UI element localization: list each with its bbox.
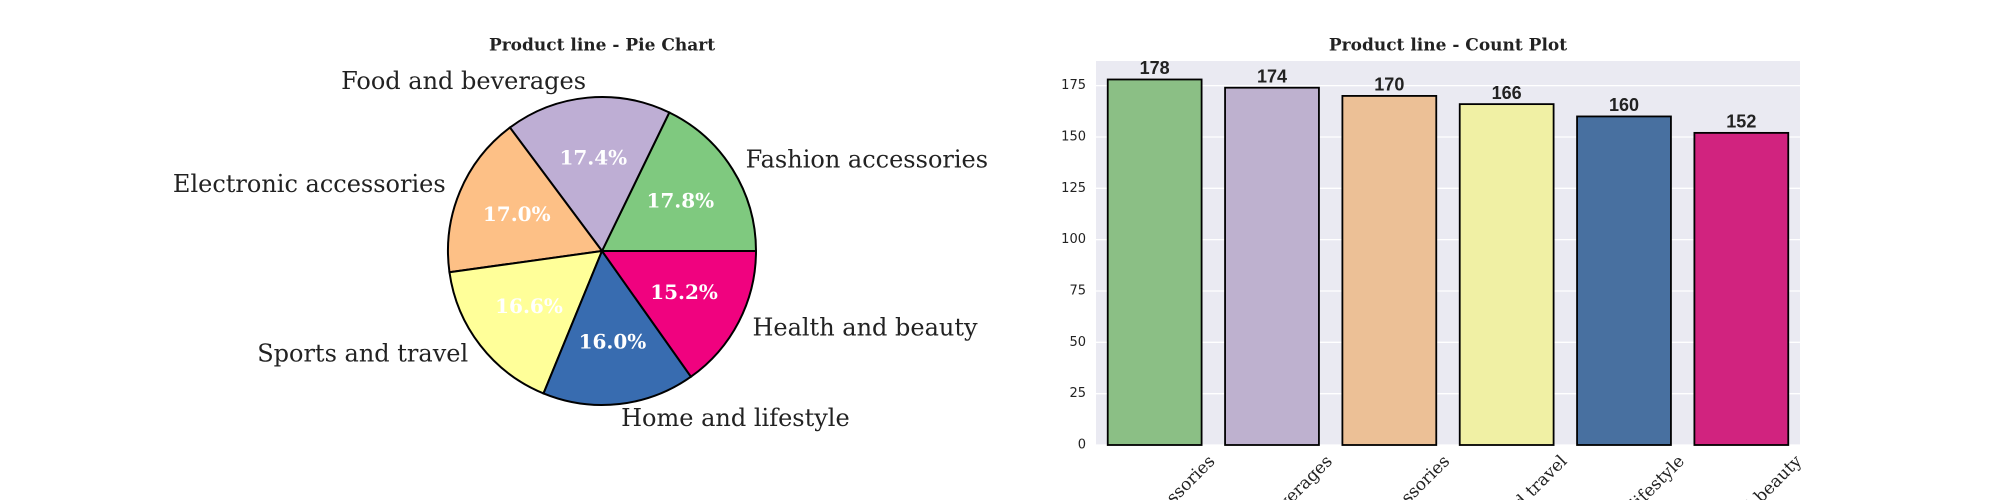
data-label: 174 (1257, 66, 1287, 86)
pie-value-label: 17.8% (646, 188, 714, 212)
pie-slice (448, 249, 604, 395)
pie-value-label: 16.0% (579, 329, 647, 353)
data-label: 178 (1140, 58, 1170, 78)
data-label: 166 (1492, 83, 1522, 103)
y-tick-label: 25 (1069, 386, 1086, 401)
y-tick-label: 0 (1078, 438, 1086, 453)
pie-slice (508, 96, 671, 253)
pie-slice (447, 126, 604, 274)
y-tick-label: 125 (1061, 181, 1086, 196)
bar (1458, 103, 1555, 446)
bar (1106, 78, 1203, 446)
pie-label: Fashion accessories (746, 146, 988, 174)
pie-label: Food and beverages (341, 67, 586, 95)
data-label: 170 (1374, 75, 1404, 95)
chart-title: Product line - Count Plot (1329, 36, 1567, 56)
bar (1576, 115, 1672, 446)
x-tick-label: Sports and travel (1452, 452, 1572, 500)
y-tick-label: 100 (1061, 232, 1086, 247)
data-label: 160 (1609, 95, 1639, 115)
pie-slice (600, 111, 758, 252)
bar (1341, 95, 1438, 446)
bar (1693, 131, 1790, 446)
bar (1224, 86, 1320, 446)
pie-label: Sports and travel (257, 339, 468, 367)
pie-value-label: 16.6% (495, 294, 563, 318)
plot-background (1096, 61, 1800, 445)
y-tick-label: 175 (1061, 78, 1086, 93)
y-tick-label: 75 (1069, 283, 1086, 298)
data-label: 152 (1726, 112, 1756, 132)
x-tick-label: Health and beauty (1679, 451, 1806, 500)
pie-value-label: 17.4% (559, 146, 627, 170)
pie-label: Home and lifestyle (621, 404, 850, 432)
x-tick-label: Food and beverages (1200, 452, 1337, 500)
pie-label: Health and beauty (752, 313, 978, 341)
chart-title: Product line - Pie Chart (489, 36, 715, 56)
y-tick-label: 150 (1061, 129, 1086, 144)
x-tick-label: Fashion accessories (1084, 452, 1220, 500)
pie-slice (542, 248, 693, 406)
pie-value-label: 17.0% (483, 202, 551, 226)
pie-slice (600, 250, 758, 379)
pie-value-label: 15.2% (650, 280, 718, 304)
x-tick-label: Home and lifestyle (1560, 452, 1689, 500)
y-tick-label: 50 (1069, 335, 1086, 350)
pie-label: Electronic accessories (173, 170, 446, 198)
